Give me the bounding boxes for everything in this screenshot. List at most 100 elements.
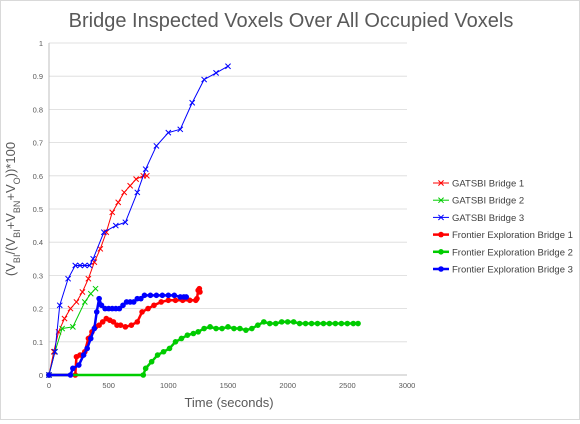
data-point: [189, 99, 196, 106]
data-point: [76, 362, 82, 368]
series-6: [46, 292, 190, 378]
legend-label: Frontier Exploration Bridge 1: [452, 230, 573, 241]
data-point: [110, 319, 117, 325]
legend-swatch-marker: [438, 266, 444, 272]
series-group: [46, 63, 361, 378]
data-point: [308, 320, 315, 327]
data-point: [98, 302, 105, 309]
y-tick-label: 0.8: [33, 105, 43, 114]
data-point: [332, 320, 339, 327]
y-tick-label: 0.7: [33, 139, 43, 148]
data-point: [116, 305, 123, 312]
data-point: [350, 320, 357, 327]
data-point: [219, 325, 225, 332]
chart-title: Bridge Inspected Voxels Over All Occupie…: [69, 10, 514, 32]
data-point: [171, 292, 178, 299]
data-point: [147, 292, 154, 299]
data-point: [195, 329, 201, 335]
data-point: [187, 297, 193, 304]
y-tick-label: 0: [39, 371, 43, 380]
x-tick-label: 500: [102, 381, 115, 390]
data-point: [255, 322, 261, 329]
legend-entry-6: Frontier Exploration Bridge 3: [433, 265, 573, 276]
y-tick-label: 0.9: [33, 72, 43, 81]
x-tick-label: 1000: [160, 381, 177, 390]
data-point: [70, 365, 76, 372]
data-point: [73, 299, 80, 305]
data-point: [120, 302, 126, 309]
data-point: [237, 325, 243, 332]
data-point: [231, 325, 237, 332]
data-point: [207, 324, 213, 330]
x-tick-label: 2500: [339, 381, 356, 390]
data-point: [128, 322, 135, 329]
y-tick-label: 0.1: [33, 338, 43, 347]
data-point: [115, 199, 122, 206]
legend-entry-3: GATSBI Bridge 3: [433, 213, 524, 224]
x-axis-label: Time (seconds): [184, 395, 273, 410]
legend-label: GATSBI Bridge 2: [452, 196, 524, 207]
data-point: [194, 295, 200, 302]
legend-label: Frontier Exploration Bridge 2: [452, 247, 573, 258]
y-tick-label: 0.5: [33, 205, 43, 214]
data-point: [85, 275, 92, 282]
data-point: [90, 255, 97, 262]
data-point: [67, 305, 74, 312]
data-point: [140, 372, 147, 378]
y-tick-label: 0.2: [33, 305, 43, 314]
data-point: [243, 327, 249, 333]
data-point: [225, 324, 231, 330]
data-point: [142, 166, 149, 173]
data-point: [100, 229, 107, 236]
data-point: [52, 348, 58, 355]
data-point: [65, 275, 72, 282]
data-point: [153, 142, 160, 149]
legend-swatch-marker: [438, 249, 444, 255]
data-point: [201, 76, 208, 83]
data-point: [197, 289, 203, 295]
x-tick-label: 0: [47, 381, 51, 390]
data-point: [133, 176, 140, 183]
data-point: [134, 189, 141, 196]
y-tick-label: 0.3: [33, 271, 43, 280]
y-tick-label: 1: [39, 39, 43, 48]
x-tick-label: 1500: [220, 381, 237, 390]
y-tick-label: 0.6: [33, 172, 43, 181]
data-point: [92, 285, 99, 292]
data-point: [190, 330, 197, 337]
data-point: [151, 302, 157, 309]
legend-label: GATSBI Bridge 3: [452, 213, 524, 224]
data-point: [145, 305, 151, 312]
data-point: [46, 372, 52, 378]
data-point: [172, 297, 179, 304]
data-point: [184, 332, 191, 338]
x-tick-label: 3000: [399, 381, 416, 390]
data-point: [87, 335, 94, 342]
legend-entry-4: Frontier Exploration Bridge 1: [433, 230, 573, 241]
data-point: [213, 69, 220, 76]
data-point: [87, 290, 94, 297]
legend-label: Frontier Exploration Bridge 3: [452, 265, 573, 276]
data-point: [272, 320, 279, 327]
data-point: [80, 352, 87, 358]
legend-swatch-marker: [438, 231, 444, 238]
data-point: [165, 129, 172, 136]
data-point: [154, 352, 161, 358]
data-point: [84, 345, 90, 352]
data-point: [225, 63, 231, 70]
series-3: [46, 63, 231, 378]
data-point: [112, 222, 119, 229]
data-point: [56, 302, 63, 309]
data-point: [96, 295, 102, 302]
data-point: [79, 289, 86, 295]
data-point: [81, 262, 88, 269]
data-point: [96, 322, 102, 329]
data-point: [338, 320, 345, 327]
data-point: [67, 372, 74, 378]
data-point: [81, 299, 88, 305]
y-tick-label: 0.4: [33, 238, 43, 247]
data-point: [160, 348, 167, 355]
data-point: [213, 325, 219, 332]
